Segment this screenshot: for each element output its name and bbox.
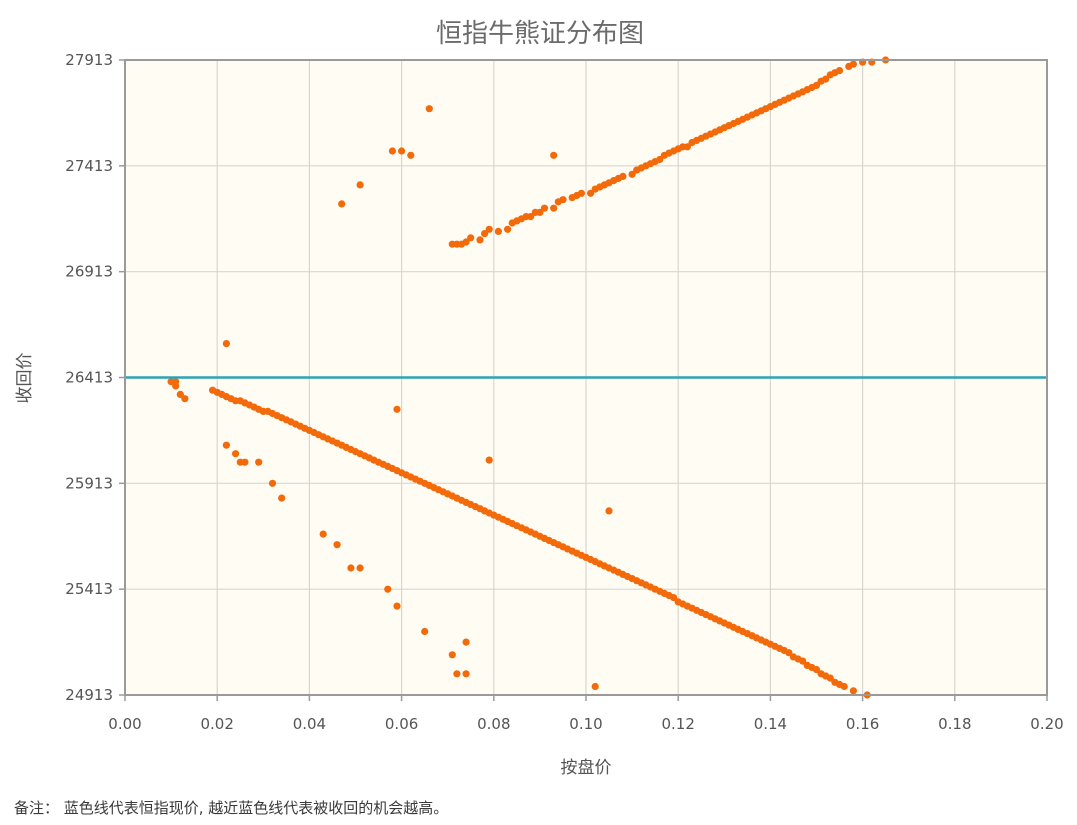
data-point <box>683 143 692 151</box>
x-tick-label: 0.02 <box>200 715 233 733</box>
x-tick-label: 0.10 <box>569 715 602 733</box>
y-tick-label: 27913 <box>65 51 113 69</box>
data-point <box>356 181 364 189</box>
data-point <box>462 238 470 246</box>
data-point <box>388 147 396 155</box>
data-point <box>591 682 599 691</box>
data-point <box>559 196 567 204</box>
data-point <box>826 674 834 682</box>
data-point <box>504 225 512 233</box>
data-point <box>172 382 180 390</box>
data-point <box>670 594 678 602</box>
data-point <box>347 564 355 572</box>
data-point <box>462 670 470 678</box>
data-point <box>577 189 586 197</box>
data-point <box>494 227 502 235</box>
data-point <box>393 405 401 413</box>
data-point <box>222 441 230 449</box>
y-tick-label: 26413 <box>65 369 113 387</box>
data-point <box>822 75 830 83</box>
data-point <box>605 507 613 515</box>
data-point <box>241 458 249 466</box>
x-axis-label: 按盘价 <box>561 758 612 778</box>
data-point <box>425 105 433 113</box>
data-point <box>448 651 456 659</box>
data-point <box>476 236 484 244</box>
data-point <box>540 204 549 212</box>
y-tick-label: 25913 <box>65 474 113 492</box>
data-point <box>799 657 807 665</box>
chart-title: 恒指牛熊证分布图 <box>436 19 644 49</box>
data-point <box>356 564 364 572</box>
scatter-chart: 恒指牛熊证分布图 0.00 0.02 0.04 0.06 0.08 0.10 0.12 0.1… <box>15 19 1064 778</box>
y-tick-label: 25413 <box>65 580 113 598</box>
data-point <box>333 541 341 549</box>
x-axis-ticks: 0.00 0.02 0.04 0.06 0.08 0.10 0.12 0.14 0.16 0.18… <box>108 695 1064 733</box>
data-point <box>398 147 406 155</box>
data-point <box>656 155 664 164</box>
data-point <box>485 225 493 233</box>
data-point <box>849 687 858 695</box>
y-axis-label: 收回价 <box>15 353 35 404</box>
x-tick-label: 0.14 <box>754 715 787 733</box>
data-point <box>421 627 429 636</box>
data-point <box>232 450 240 458</box>
x-tick-label: 0.20 <box>1030 715 1063 733</box>
data-point <box>812 666 821 674</box>
data-point <box>268 479 277 487</box>
x-tick-label: 0.12 <box>661 715 694 733</box>
data-point <box>550 204 558 212</box>
y-tick-label: 26913 <box>65 263 113 281</box>
x-tick-label: 0.04 <box>293 715 326 733</box>
data-point <box>849 60 858 68</box>
data-point <box>550 151 558 159</box>
data-point <box>176 390 184 398</box>
data-point <box>527 213 535 221</box>
data-point <box>407 151 415 159</box>
x-tick-label: 0.08 <box>477 715 510 733</box>
data-point <box>812 81 821 89</box>
data-point <box>619 172 627 180</box>
data-point <box>485 456 493 464</box>
data-point <box>393 602 401 610</box>
data-point <box>278 494 286 502</box>
data-point <box>536 208 544 216</box>
data-point <box>840 682 848 691</box>
data-point <box>628 170 636 178</box>
y-axis-ticks: 27913 27413 26913 26413 25913 25413 24913 <box>65 51 125 704</box>
data-points <box>167 56 890 699</box>
y-tick-label: 24913 <box>65 686 113 704</box>
data-point <box>785 649 793 657</box>
data-point <box>384 585 392 593</box>
y-tick-label: 27413 <box>65 157 113 175</box>
x-tick-label: 0.00 <box>108 715 141 733</box>
x-tick-label: 0.16 <box>846 715 879 733</box>
data-point <box>462 638 470 646</box>
data-point <box>181 395 189 403</box>
data-point <box>222 340 230 348</box>
data-point <box>338 200 346 208</box>
data-point <box>453 670 461 678</box>
data-point <box>255 458 263 466</box>
data-point <box>587 189 595 197</box>
x-tick-label: 0.06 <box>385 715 418 733</box>
x-tick-label: 0.18 <box>938 715 971 733</box>
data-point <box>481 230 489 238</box>
data-point <box>467 234 475 242</box>
data-point <box>319 530 327 538</box>
data-point <box>835 67 844 75</box>
footnote: 备注： 蓝色线代表恒指现价, 越近蓝色线代表被收回的机会越高。 <box>14 799 449 817</box>
